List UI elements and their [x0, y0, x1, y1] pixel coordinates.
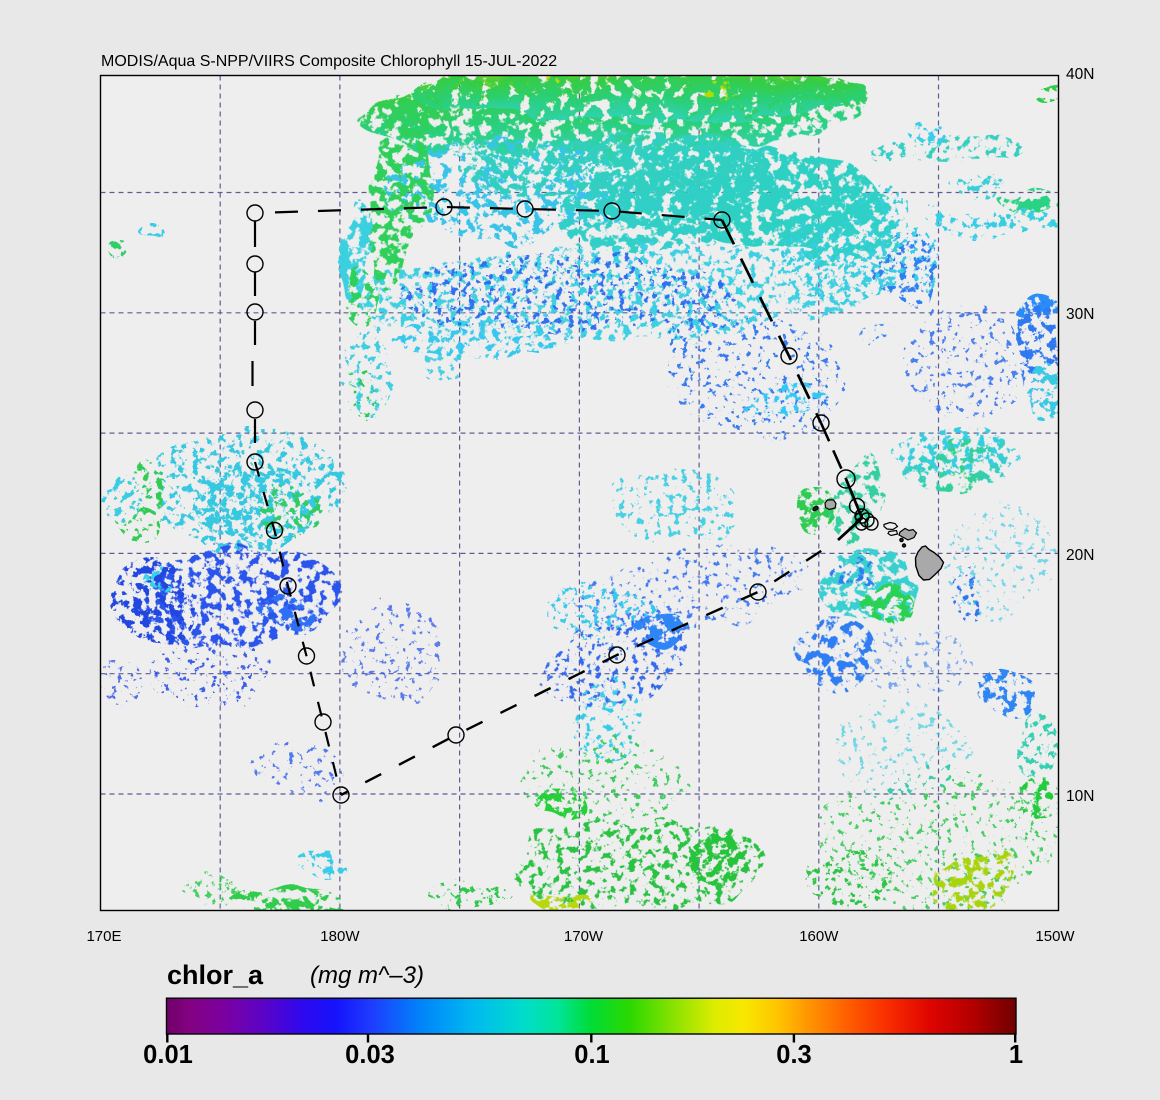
svg-text:40N: 40N [1066, 66, 1094, 83]
svg-text:180W: 180W [320, 928, 360, 945]
svg-text:chlor_a: chlor_a [167, 960, 264, 990]
svg-text:0.3: 0.3 [776, 1041, 811, 1069]
svg-text:0.1: 0.1 [574, 1041, 609, 1069]
svg-text:20N: 20N [1066, 547, 1094, 564]
svg-text:MODIS/Aqua S-NPP/VIIRS Composi: MODIS/Aqua S-NPP/VIIRS Composite Chlorop… [101, 53, 557, 70]
svg-text:170W: 170W [564, 928, 604, 945]
svg-text:0.01: 0.01 [143, 1041, 193, 1069]
svg-text:170E: 170E [86, 928, 121, 945]
svg-text:1: 1 [1009, 1041, 1023, 1069]
svg-text:0.03: 0.03 [345, 1041, 395, 1069]
svg-text:10N: 10N [1066, 788, 1094, 805]
svg-text:150W: 150W [1035, 928, 1075, 945]
svg-text:160W: 160W [799, 928, 839, 945]
svg-text:(mg m^–3): (mg m^–3) [310, 962, 424, 989]
svg-text:30N: 30N [1066, 306, 1094, 323]
